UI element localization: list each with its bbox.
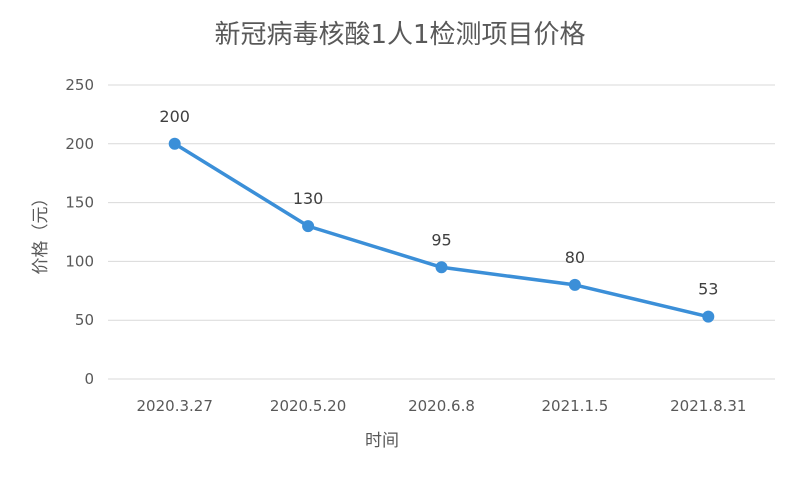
data-label: 200 (159, 107, 190, 126)
x-tick-label: 2021.8.31 (670, 397, 746, 415)
x-tick-label: 2020.3.27 (137, 397, 213, 415)
data-label: 53 (698, 280, 718, 299)
data-label: 80 (565, 248, 585, 267)
x-tick-label: 2020.6.8 (408, 397, 475, 415)
y-tick-label: 200 (65, 135, 94, 153)
x-tick-label: 2020.5.20 (270, 397, 346, 415)
x-tick-label: 2021.1.5 (542, 397, 609, 415)
y-tick-label: 250 (65, 76, 94, 94)
data-point (302, 220, 315, 233)
y-tick-label: 0 (84, 370, 94, 388)
y-tick-label: 150 (65, 194, 94, 212)
y-tick-label: 50 (75, 311, 94, 329)
data-point (702, 310, 715, 323)
data-point (435, 261, 448, 274)
data-point (168, 137, 181, 150)
y-axis-title: 价格（元） (31, 190, 51, 275)
y-tick-label: 100 (65, 252, 94, 270)
data-label: 130 (293, 189, 324, 208)
data-point (568, 278, 581, 291)
chart-title: 新冠病毒核酸1人1检测项目价格 (214, 20, 586, 50)
data-label: 95 (431, 230, 451, 249)
x-axis-title: 时间 (365, 431, 399, 451)
